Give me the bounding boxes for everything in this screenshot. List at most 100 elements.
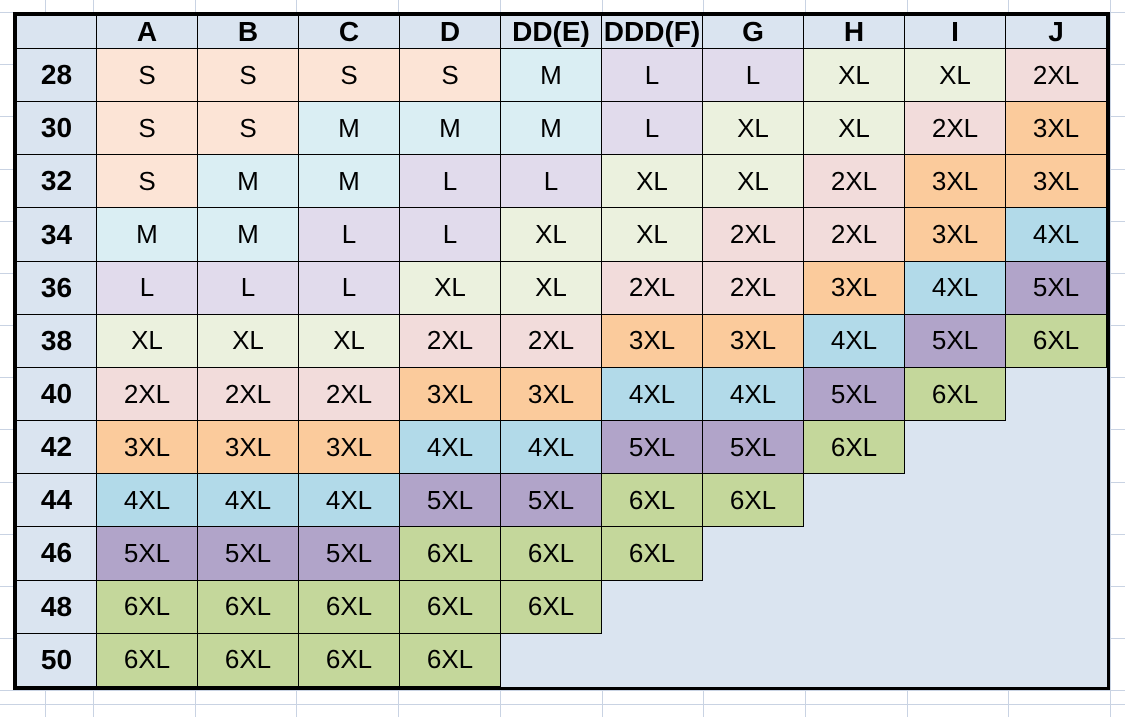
size-cell-40-D[interactable]: 3XL — [399, 366, 501, 422]
size-cell-30-H[interactable]: XL — [803, 101, 905, 156]
size-cell-30-G[interactable]: XL — [702, 101, 804, 156]
empty-cell-50-DD(E)[interactable] — [501, 633, 602, 686]
size-cell-34-J[interactable]: 4XL — [1005, 207, 1107, 262]
size-cell-30-C[interactable]: M — [298, 101, 400, 156]
size-cell-34-I[interactable]: 3XL — [904, 207, 1006, 262]
size-cell-38-H[interactable]: 4XL — [803, 313, 905, 368]
size-cell-32-B[interactable]: M — [197, 154, 299, 209]
empty-cell-44-J[interactable] — [1006, 474, 1107, 527]
size-cell-30-D[interactable]: M — [399, 101, 501, 156]
size-cell-28-B[interactable]: S — [197, 47, 299, 103]
empty-cell-42-I[interactable] — [905, 421, 1006, 474]
size-cell-38-D[interactable]: 2XL — [399, 313, 501, 368]
empty-cell-50-J[interactable] — [1006, 633, 1107, 686]
size-cell-28-A[interactable]: S — [96, 47, 198, 103]
size-cell-34-D[interactable]: L — [399, 207, 501, 262]
size-cell-44-B[interactable]: 4XL — [197, 473, 299, 528]
size-cell-34-DDD(F)[interactable]: XL — [601, 207, 703, 262]
row-header-38[interactable]: 38 — [16, 313, 97, 368]
size-cell-50-A[interactable]: 6XL — [96, 632, 198, 688]
size-cell-42-B[interactable]: 3XL — [197, 420, 299, 475]
row-header-46[interactable]: 46 — [16, 526, 97, 581]
size-cell-30-B[interactable]: S — [197, 101, 299, 156]
size-cell-40-H[interactable]: 5XL — [803, 366, 905, 422]
size-cell-28-I[interactable]: XL — [904, 47, 1006, 103]
size-cell-50-D[interactable]: 6XL — [399, 632, 501, 688]
size-cell-48-A[interactable]: 6XL — [96, 579, 198, 634]
size-cell-40-DDD(F)[interactable]: 4XL — [601, 366, 703, 422]
size-cell-32-J[interactable]: 3XL — [1005, 154, 1107, 209]
size-cell-32-DDD(F)[interactable]: XL — [601, 154, 703, 209]
empty-cell-48-I[interactable] — [905, 580, 1006, 633]
size-cell-40-B[interactable]: 2XL — [197, 366, 299, 422]
size-cell-46-C[interactable]: 5XL — [298, 526, 400, 581]
empty-cell-48-J[interactable] — [1006, 580, 1107, 633]
size-cell-38-G[interactable]: 3XL — [702, 313, 804, 368]
corner-cell[interactable] — [16, 15, 97, 49]
row-header-44[interactable]: 44 — [16, 473, 97, 528]
size-cell-38-A[interactable]: XL — [96, 313, 198, 368]
size-cell-44-A[interactable]: 4XL — [96, 473, 198, 528]
column-header-H[interactable]: H — [803, 15, 905, 49]
empty-cell-50-G[interactable] — [703, 633, 804, 686]
empty-cell-50-H[interactable] — [804, 633, 905, 686]
size-cell-38-DDD(F)[interactable]: 3XL — [601, 313, 703, 368]
size-cell-46-DDD(F)[interactable]: 6XL — [601, 526, 703, 581]
size-cell-38-I[interactable]: 5XL — [904, 313, 1006, 368]
size-cell-44-D[interactable]: 5XL — [399, 473, 501, 528]
size-cell-28-J[interactable]: 2XL — [1005, 47, 1107, 103]
empty-cell-48-DDD(F)[interactable] — [602, 580, 703, 633]
size-cell-34-DD(E)[interactable]: XL — [500, 207, 602, 262]
column-header-A[interactable]: A — [96, 15, 198, 49]
size-cell-36-DDD(F)[interactable]: 2XL — [601, 260, 703, 315]
size-cell-44-C[interactable]: 4XL — [298, 473, 400, 528]
size-cell-34-B[interactable]: M — [197, 207, 299, 262]
size-cell-30-I[interactable]: 2XL — [904, 101, 1006, 156]
size-cell-40-G[interactable]: 4XL — [702, 366, 804, 422]
size-cell-44-DDD(F)[interactable]: 6XL — [601, 473, 703, 528]
empty-cell-44-I[interactable] — [905, 474, 1006, 527]
size-cell-48-DD(E)[interactable]: 6XL — [500, 579, 602, 634]
size-cell-28-C[interactable]: S — [298, 47, 400, 103]
row-header-28[interactable]: 28 — [16, 47, 97, 103]
size-cell-40-A[interactable]: 2XL — [96, 366, 198, 422]
row-header-30[interactable]: 30 — [16, 101, 97, 156]
empty-cell-48-H[interactable] — [804, 580, 905, 633]
size-cell-34-A[interactable]: M — [96, 207, 198, 262]
column-header-C[interactable]: C — [298, 15, 400, 49]
size-cell-32-A[interactable]: S — [96, 154, 198, 209]
size-cell-48-B[interactable]: 6XL — [197, 579, 299, 634]
size-cell-32-D[interactable]: L — [399, 154, 501, 209]
size-cell-30-J[interactable]: 3XL — [1005, 101, 1107, 156]
size-cell-46-B[interactable]: 5XL — [197, 526, 299, 581]
size-cell-42-C[interactable]: 3XL — [298, 420, 400, 475]
size-cell-42-H[interactable]: 6XL — [803, 420, 905, 475]
empty-cell-48-G[interactable] — [703, 580, 804, 633]
empty-cell-46-H[interactable] — [804, 527, 905, 580]
size-cell-40-C[interactable]: 2XL — [298, 366, 400, 422]
size-cell-34-C[interactable]: L — [298, 207, 400, 262]
column-header-D[interactable]: D — [399, 15, 501, 49]
size-cell-36-I[interactable]: 4XL — [904, 260, 1006, 315]
size-cell-46-D[interactable]: 6XL — [399, 526, 501, 581]
size-cell-48-C[interactable]: 6XL — [298, 579, 400, 634]
size-cell-30-DDD(F)[interactable]: L — [601, 101, 703, 156]
column-header-J[interactable]: J — [1005, 15, 1107, 49]
size-cell-32-I[interactable]: 3XL — [904, 154, 1006, 209]
column-header-DDD(F)[interactable]: DDD(F) — [601, 15, 703, 49]
empty-cell-46-I[interactable] — [905, 527, 1006, 580]
empty-cell-44-H[interactable] — [804, 474, 905, 527]
size-cell-50-B[interactable]: 6XL — [197, 632, 299, 688]
size-cell-38-C[interactable]: XL — [298, 313, 400, 368]
size-cell-46-A[interactable]: 5XL — [96, 526, 198, 581]
row-header-48[interactable]: 48 — [16, 579, 97, 634]
size-cell-30-A[interactable]: S — [96, 101, 198, 156]
size-cell-36-D[interactable]: XL — [399, 260, 501, 315]
empty-cell-46-J[interactable] — [1006, 527, 1107, 580]
size-cell-32-H[interactable]: 2XL — [803, 154, 905, 209]
size-cell-28-H[interactable]: XL — [803, 47, 905, 103]
row-header-32[interactable]: 32 — [16, 154, 97, 209]
size-cell-36-DD(E)[interactable]: XL — [500, 260, 602, 315]
column-header-G[interactable]: G — [702, 15, 804, 49]
size-cell-38-DD(E)[interactable]: 2XL — [500, 313, 602, 368]
